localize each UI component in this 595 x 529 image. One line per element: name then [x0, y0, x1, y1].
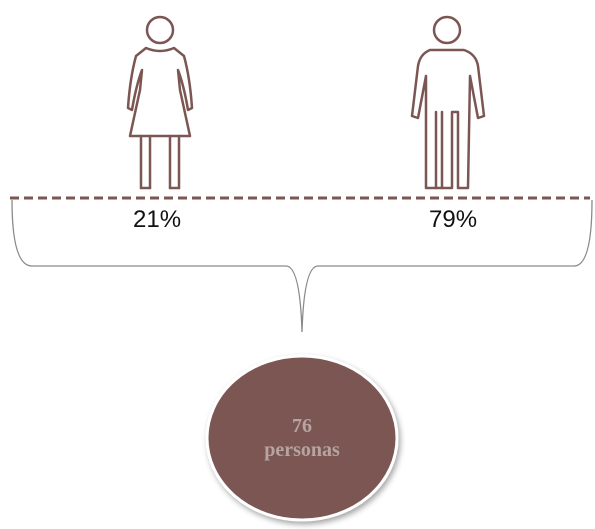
total-circle-shape	[205, 354, 399, 522]
female-percent-label: 21%	[133, 206, 182, 233]
curly-bracket	[11, 199, 593, 333]
male-percent-label: 79%	[429, 206, 478, 233]
female-person-icon	[126, 15, 194, 190]
total-count: 76	[292, 415, 312, 437]
male-person-icon	[410, 15, 486, 190]
total-circle: 76 personas	[207, 356, 397, 520]
total-unit: personas	[264, 439, 340, 461]
